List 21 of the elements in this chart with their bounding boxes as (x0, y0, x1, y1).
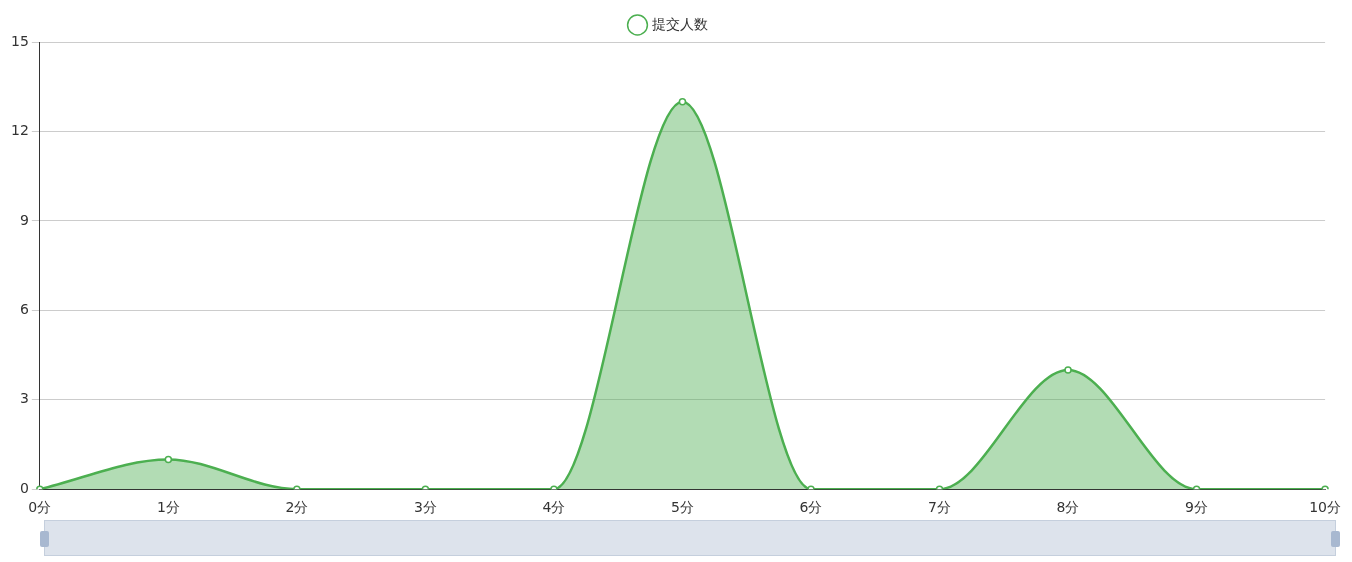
y-tick-label: 6 (19, 300, 29, 317)
y-tick-label: 3 (19, 390, 29, 407)
x-tick-label: 10分 (1309, 499, 1342, 516)
x-tick-label: 0分 (28, 499, 52, 516)
x-tick-label: 2分 (285, 499, 309, 516)
x-tick-label: 5分 (670, 499, 694, 516)
y-tick-label: 15 (10, 32, 29, 49)
x-tick-label: 3分 (413, 499, 437, 516)
point (1064, 366, 1072, 374)
x-tick-label: 9分 (1185, 499, 1209, 516)
point (164, 455, 173, 464)
y-tick-label: 0 (19, 479, 29, 496)
x-tick-label: 6分 (799, 499, 823, 516)
y-tick-label: 9 (19, 211, 29, 228)
x-tick-label: 4分 (542, 499, 566, 516)
x-tick-label: 7分 (928, 499, 951, 516)
y-tick-label: 12 (10, 122, 29, 139)
x-tick-label: 8分 (1056, 499, 1080, 516)
legend-label: 提交人数 (651, 15, 708, 32)
point (678, 97, 687, 106)
x-tick-label: 1分 (156, 499, 180, 516)
